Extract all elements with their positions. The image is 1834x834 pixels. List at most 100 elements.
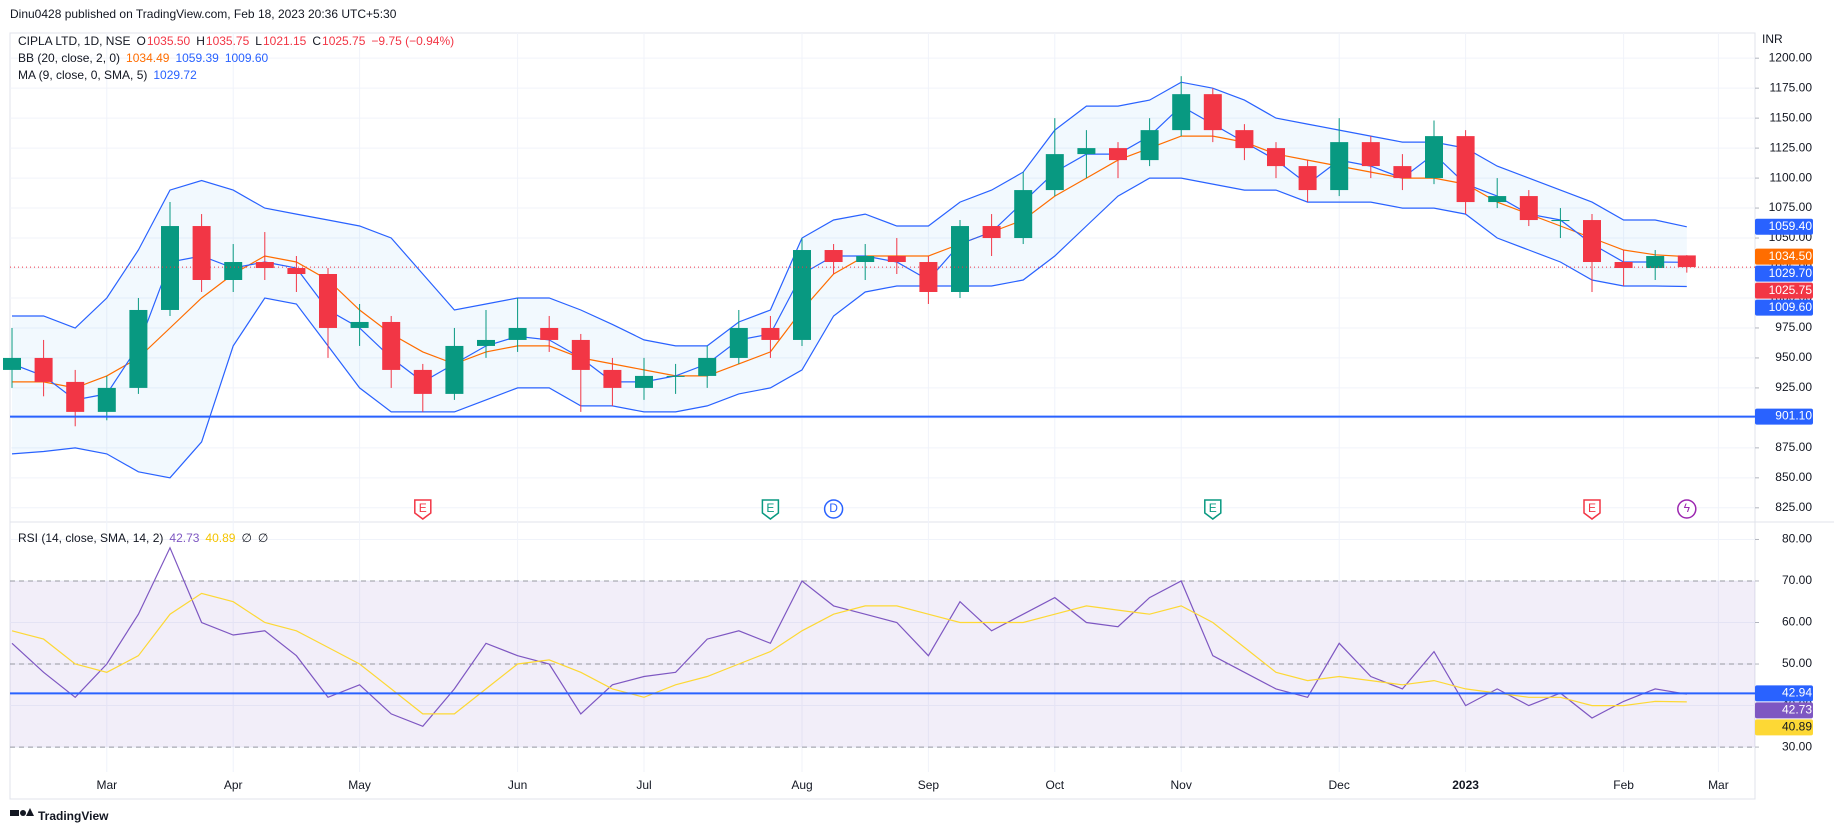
legend: RSI (14, close, SMA, 14, 2) 42.73 40.89 ∅ ∅ — [18, 531, 268, 545]
event-label: E — [1588, 501, 1596, 515]
candle-body — [192, 226, 211, 280]
candle-body — [1488, 196, 1507, 203]
event-label: E — [419, 501, 427, 515]
candle-body — [1646, 256, 1665, 269]
event-marker — [761, 499, 780, 520]
candle-body — [1045, 154, 1064, 191]
x-tick-label: Feb — [1613, 778, 1634, 792]
event-label: E — [766, 501, 774, 515]
legend-item: 40.89 — [205, 531, 235, 545]
candle-body — [1172, 94, 1191, 131]
candle-body — [1109, 148, 1127, 161]
candle-body — [34, 357, 53, 382]
price-badge — [1755, 702, 1813, 719]
x-tick-label: Apr — [224, 778, 243, 792]
price-badge-label: 42.94 — [1782, 686, 1812, 700]
candle-body — [603, 369, 622, 388]
price-badge-label: 40.89 — [1782, 720, 1812, 734]
x-tick-label: Sep — [918, 778, 940, 792]
candle-body — [951, 226, 969, 292]
legend-item: MA (9, close, 0, SMA, 5) — [18, 68, 147, 82]
price-badge-label: 1025.75 — [1769, 283, 1813, 297]
y-tick-label: 850.00 — [1775, 470, 1812, 484]
candle-body — [445, 345, 464, 394]
candle-body — [1235, 130, 1254, 149]
legend: CIPLA LTD, 1D, NSE O1035.50 H1035.75 L1021.… — [18, 34, 454, 48]
price-badge-label: 1009.60 — [1769, 300, 1813, 314]
price-badge — [1755, 265, 1813, 282]
candle-body — [1614, 262, 1633, 269]
price-badge — [1755, 719, 1813, 736]
candle-body — [161, 226, 179, 310]
candle-body — [1551, 220, 1570, 222]
legend-item: RSI (14, close, SMA, 14, 2) — [18, 531, 163, 545]
legend: BB (20, close, 2, 0) 1034.49 1059.39 1009.6… — [18, 51, 269, 65]
header: Dinu0428 published on TradingView.com, F… — [10, 7, 397, 21]
price-badge-label: 42.73 — [1782, 703, 1812, 717]
price-badge — [1755, 218, 1813, 235]
series-line — [12, 135, 1687, 389]
x-tick-label: Mar — [96, 778, 117, 792]
legend-item: 42.73 — [169, 531, 199, 545]
series-line — [11, 592, 1687, 715]
legend-item: ∅ — [258, 531, 268, 545]
event-label: ϟ — [1684, 501, 1691, 515]
candle-body — [666, 375, 685, 377]
y-tick-label: 80.00 — [1782, 532, 1812, 546]
candle-body — [1583, 220, 1601, 263]
legend-item: H — [196, 34, 205, 48]
event-marker — [1583, 499, 1601, 520]
candle-body — [508, 327, 527, 340]
candle-body — [129, 309, 148, 388]
y-tick-label: 30.00 — [1782, 739, 1812, 753]
currency: INR — [1762, 32, 1783, 46]
y-tick-label: 1100.00 — [1770, 170, 1813, 184]
series-line — [11, 177, 1687, 479]
candle-body — [224, 262, 243, 280]
x-tick-label: Mar — [1708, 778, 1729, 792]
x-tick-label: Jul — [636, 778, 651, 792]
y-tick-label: 1075.00 — [1769, 200, 1813, 214]
x-tick-label: Dec — [1329, 778, 1350, 792]
x-tick-label: 2023 — [1452, 778, 1479, 792]
legend-item: ∅ — [241, 531, 251, 545]
price-badge — [1755, 685, 1813, 702]
candle-body — [66, 381, 85, 412]
candle-body — [1203, 94, 1222, 131]
event-marker — [823, 499, 844, 519]
candle-body — [1330, 142, 1349, 191]
candle-body — [1456, 136, 1475, 203]
candle-body — [1393, 166, 1412, 179]
y-tick-label: 60.00 — [1782, 615, 1812, 629]
candle-body — [1677, 255, 1696, 268]
event-marker — [1677, 499, 1697, 519]
legend-item: 1021.15 — [263, 34, 307, 48]
y-tick-label: 1200.00 — [1769, 50, 1813, 64]
candle-body — [97, 387, 116, 412]
candle-body — [1267, 148, 1285, 167]
price-badge — [1755, 408, 1813, 425]
y-tick-label: 50.00 — [1782, 656, 1812, 670]
candle-body — [413, 369, 432, 394]
event-marker — [414, 499, 432, 520]
x-tick-label: Jun — [508, 778, 527, 792]
event-label: E — [1209, 501, 1217, 515]
legend-item: O — [136, 34, 145, 48]
legend-item: 1029.72 — [153, 68, 197, 82]
candle-body — [287, 268, 306, 275]
y-tick-label: 70.00 — [1782, 573, 1812, 587]
candle-body — [382, 321, 401, 370]
price-badge — [1755, 248, 1813, 265]
y-tick-label: 825.00 — [1775, 500, 1812, 514]
event-marker — [1204, 499, 1222, 520]
candle-body — [255, 262, 274, 269]
candle-body — [1014, 190, 1033, 239]
x-tick-label: Aug — [791, 778, 812, 792]
candle-body — [887, 256, 906, 263]
y-tick-label: 975.00 — [1775, 320, 1812, 334]
y-tick-label: 925.00 — [1775, 380, 1812, 394]
candle-body — [540, 327, 559, 340]
candle-body — [1361, 142, 1380, 167]
legend-item: 1034.49 — [126, 51, 170, 65]
